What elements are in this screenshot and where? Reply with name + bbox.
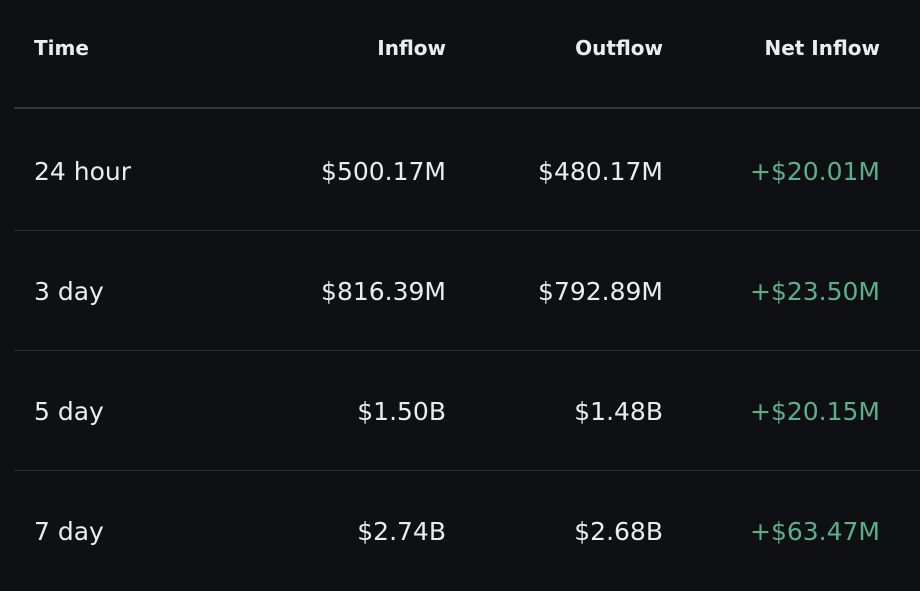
time-cell: 5 day [34, 397, 104, 426]
header-divider [14, 107, 920, 109]
time-cell: 3 day [34, 277, 104, 306]
inflow-cell: $816.39M [321, 277, 446, 306]
table-row: 7 day $2.74B $2.68B +$63.47M [0, 471, 920, 591]
inflow-cell: $500.17M [321, 157, 446, 186]
net-inflow-cell: +$20.15M [750, 397, 880, 426]
column-header-inflow[interactable]: Inflow [377, 36, 446, 60]
table-row: 24 hour $500.17M $480.17M +$20.01M [0, 111, 920, 231]
row-divider [14, 350, 920, 351]
inflow-cell: $1.50B [357, 397, 446, 426]
column-header-outflow[interactable]: Outflow [575, 36, 663, 60]
table-header-row: Time Inflow Outflow Net Inflow [0, 0, 920, 108]
time-cell: 24 hour [34, 157, 132, 186]
outflow-cell: $792.89M [538, 277, 663, 306]
row-divider [14, 470, 920, 471]
outflow-cell: $480.17M [538, 157, 663, 186]
net-inflow-cell: +$63.47M [750, 517, 880, 546]
column-header-net-inflow[interactable]: Net Inflow [764, 36, 880, 60]
table-row: 5 day $1.50B $1.48B +$20.15M [0, 351, 920, 471]
net-inflow-cell: +$20.01M [750, 157, 880, 186]
outflow-cell: $1.48B [574, 397, 663, 426]
net-inflow-cell: +$23.50M [750, 277, 880, 306]
inflow-cell: $2.74B [357, 517, 446, 546]
table-row: 3 day $816.39M $792.89M +$23.50M [0, 231, 920, 351]
column-header-time[interactable]: Time [34, 36, 89, 60]
time-cell: 7 day [34, 517, 104, 546]
outflow-cell: $2.68B [574, 517, 663, 546]
row-divider [14, 230, 920, 231]
